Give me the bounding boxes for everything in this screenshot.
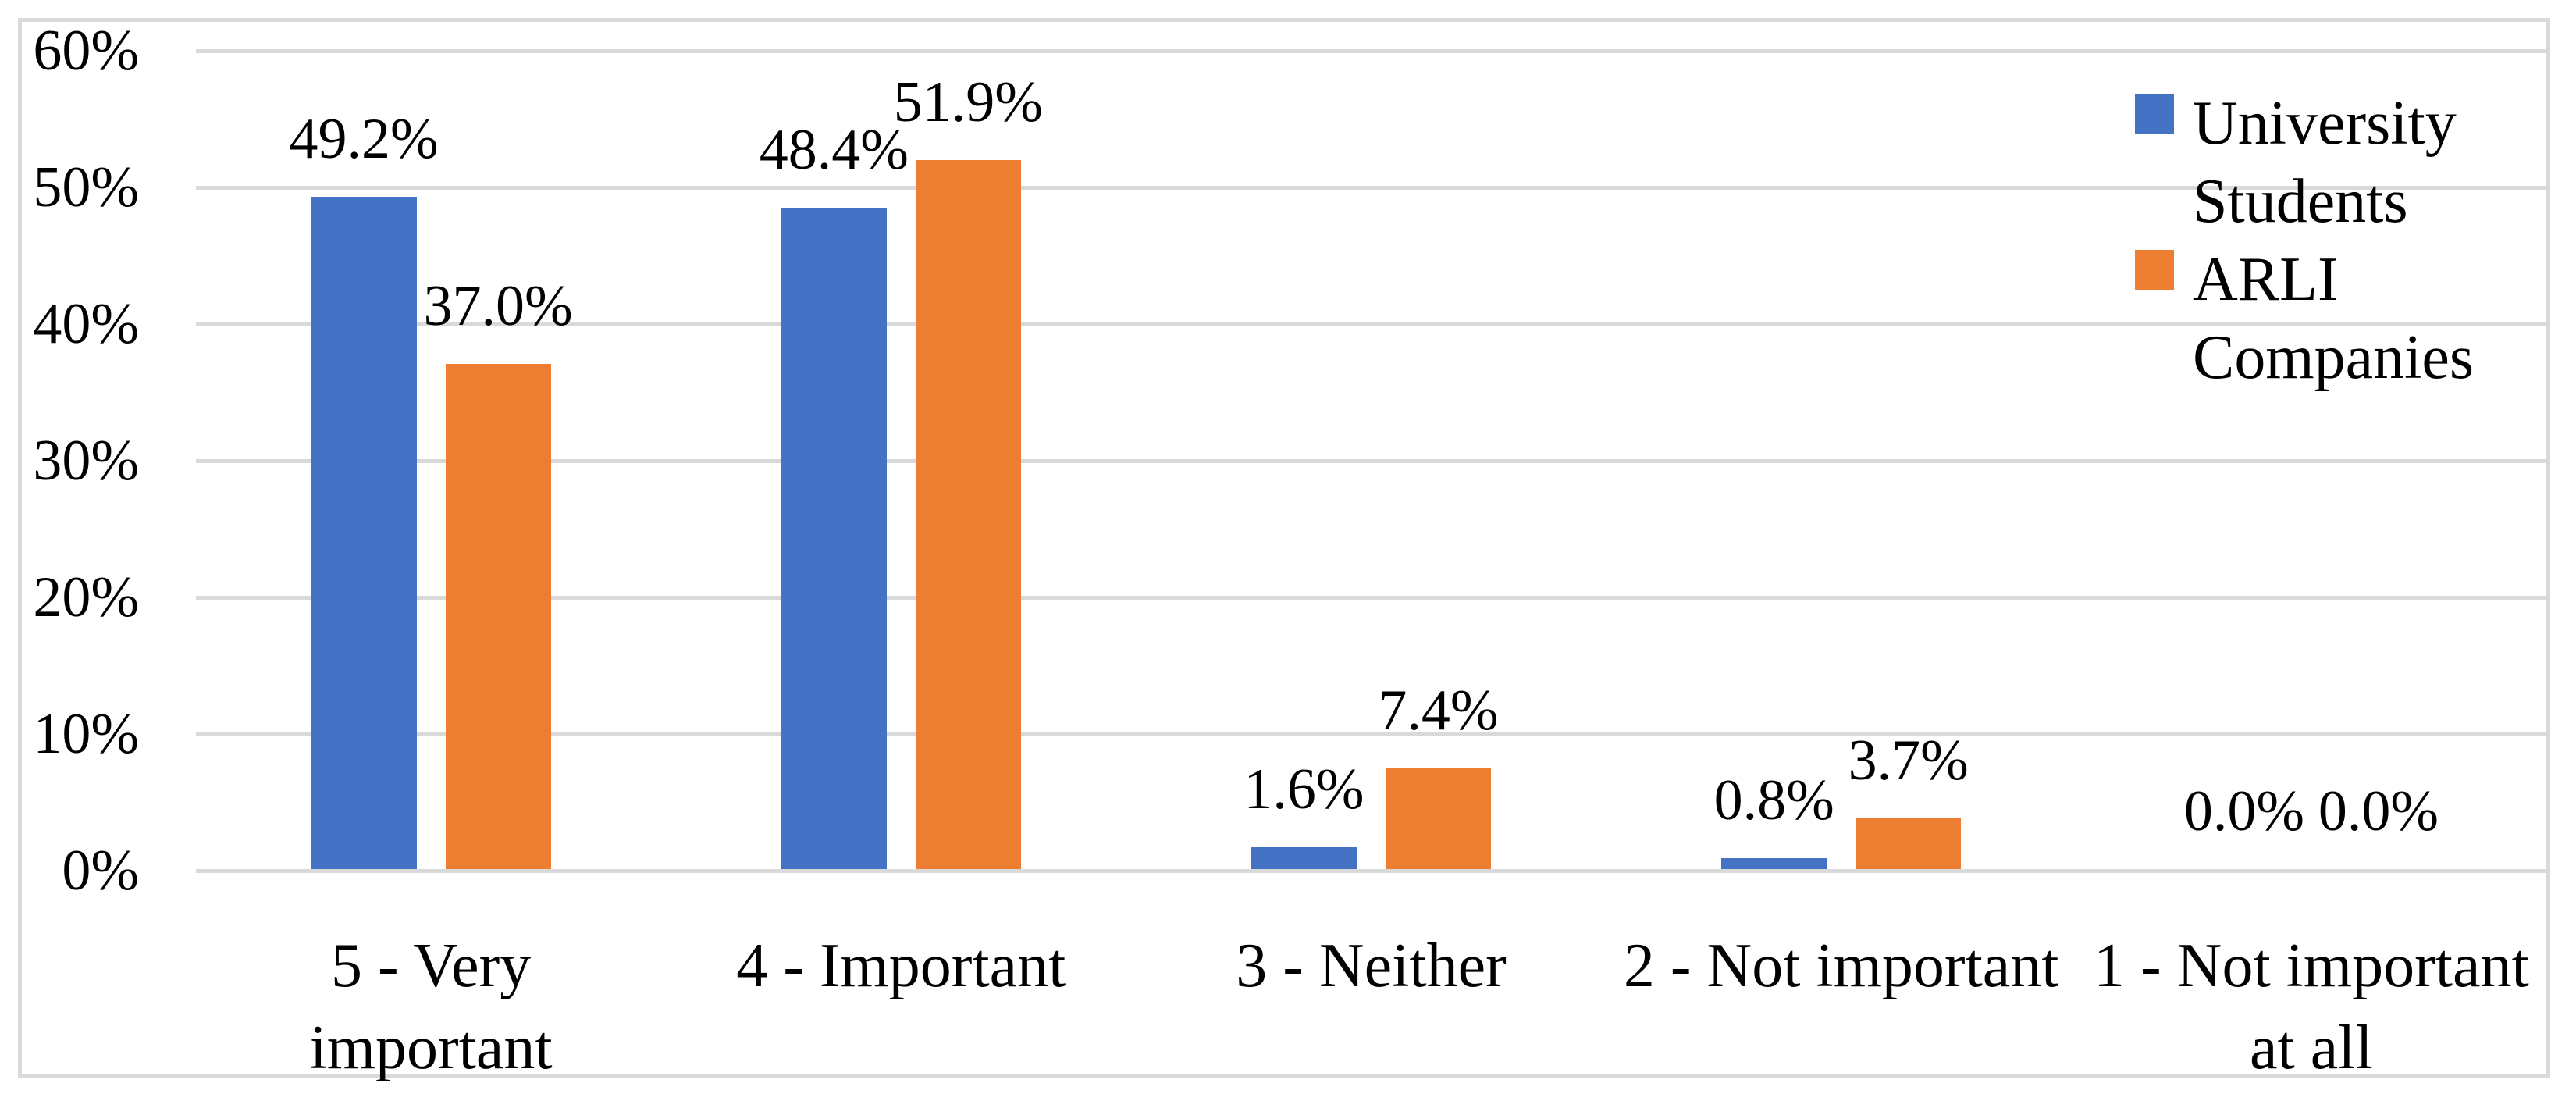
bar-university-students-3-neither [1251, 847, 1357, 869]
y-axis-tick-40pct: 40% [33, 292, 139, 356]
x-axis-label-2-not-important: 2 - Not important [1623, 932, 2059, 1000]
bar-label-university-students-4-important: 48.4% [759, 118, 909, 182]
gridline-40pct [196, 322, 2546, 326]
bar-label-arli-companies-4-important: 51.9% [893, 69, 1043, 134]
bar-label-arli-companies-5-very-important: 37.0% [423, 273, 573, 338]
gridline-20pct [196, 595, 2546, 600]
bar-arli-companies-2-not-important [1856, 818, 1962, 869]
bar-label-university-students-3-neither: 1.6% [1244, 757, 1364, 821]
x-axis-label-5-very-important: 5 - Very important [309, 932, 553, 1082]
gridline-30pct [196, 458, 2546, 463]
bar-arli-companies-3-neither [1386, 768, 1491, 869]
bar-university-students-5-very-important [311, 197, 417, 869]
y-axis-tick-20pct: 20% [33, 565, 139, 629]
bar-label-arli-companies-3-neither: 7.4% [1378, 678, 1499, 743]
chart-frame [18, 18, 2550, 1078]
y-axis-tick-0pct: 0% [62, 839, 139, 903]
bar-label-university-students-5-very-important: 49.2% [289, 107, 439, 171]
legend-item-arli-companies: ARLI Companies [2135, 241, 2502, 397]
gridline-60pct [196, 48, 2546, 53]
legend-item-university-students: University Students [2135, 84, 2502, 241]
gridline-10pct [196, 732, 2546, 736]
legend-label-university-students: University Students [2193, 89, 2457, 236]
legend-color-swatch-arli-companies [2135, 250, 2174, 290]
x-axis-label-4-important: 4 - Important [736, 932, 1066, 1000]
bar-label-arli-companies-2-not-important: 3.7% [1848, 729, 1969, 793]
gridline-50pct [196, 185, 2546, 190]
bar-university-students-4-important [781, 208, 887, 869]
x-axis-label-3-neither: 3 - Neither [1236, 932, 1507, 1000]
bar-label-arli-companies-1-not-important-at-all: 0.0% [2318, 779, 2439, 843]
bar-label-university-students-1-not-important-at-all: 0.0% [2183, 779, 2304, 843]
bar-arli-companies-4-important [915, 159, 1021, 869]
gridline-0pct [196, 868, 2546, 873]
chart-legend: University Students ARLI Companies [2135, 84, 2502, 397]
bar-label-university-students-2-not-important: 0.8% [1713, 768, 1834, 832]
legend-color-swatch-university-students [2135, 94, 2174, 134]
y-axis-tick-30pct: 30% [33, 429, 139, 493]
legend-label-arli-companies: ARLI Companies [2193, 245, 2474, 392]
y-axis-tick-10pct: 10% [33, 702, 139, 766]
y-axis-tick-50pct: 50% [33, 155, 139, 219]
bar-arli-companies-5-very-important [445, 363, 551, 869]
x-axis-label-1-not-important-at-all: 1 - Not important at all [2094, 932, 2529, 1082]
y-axis-tick-60pct: 60% [33, 19, 139, 83]
bar-university-students-2-not-important [1721, 858, 1827, 869]
